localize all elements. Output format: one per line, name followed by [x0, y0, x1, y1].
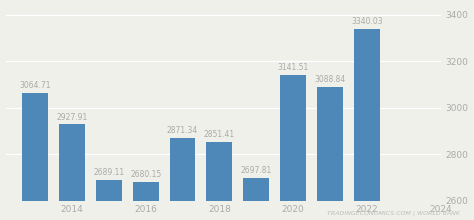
Text: 3141.51: 3141.51: [277, 63, 309, 72]
Bar: [96, 180, 122, 201]
Text: 3088.84: 3088.84: [314, 75, 346, 84]
Text: TRADINGECONOMICS.COM | WORLD BANK: TRADINGECONOMICS.COM | WORLD BANK: [327, 210, 460, 216]
Text: 2680.15: 2680.15: [130, 170, 161, 179]
Bar: [280, 75, 306, 201]
Text: 2871.34: 2871.34: [167, 126, 198, 135]
Bar: [354, 29, 380, 201]
Bar: [59, 125, 85, 201]
Text: 2927.91: 2927.91: [56, 113, 88, 122]
Text: 2697.81: 2697.81: [241, 166, 272, 175]
Bar: [317, 87, 343, 201]
Bar: [207, 142, 232, 201]
Bar: [170, 138, 195, 201]
Text: 2851.41: 2851.41: [204, 130, 235, 139]
Text: 3340.03: 3340.03: [351, 17, 383, 26]
Text: 3064.71: 3064.71: [19, 81, 51, 90]
Bar: [22, 93, 48, 201]
Bar: [133, 182, 158, 201]
Text: 2689.11: 2689.11: [93, 168, 124, 177]
Bar: [243, 178, 269, 201]
